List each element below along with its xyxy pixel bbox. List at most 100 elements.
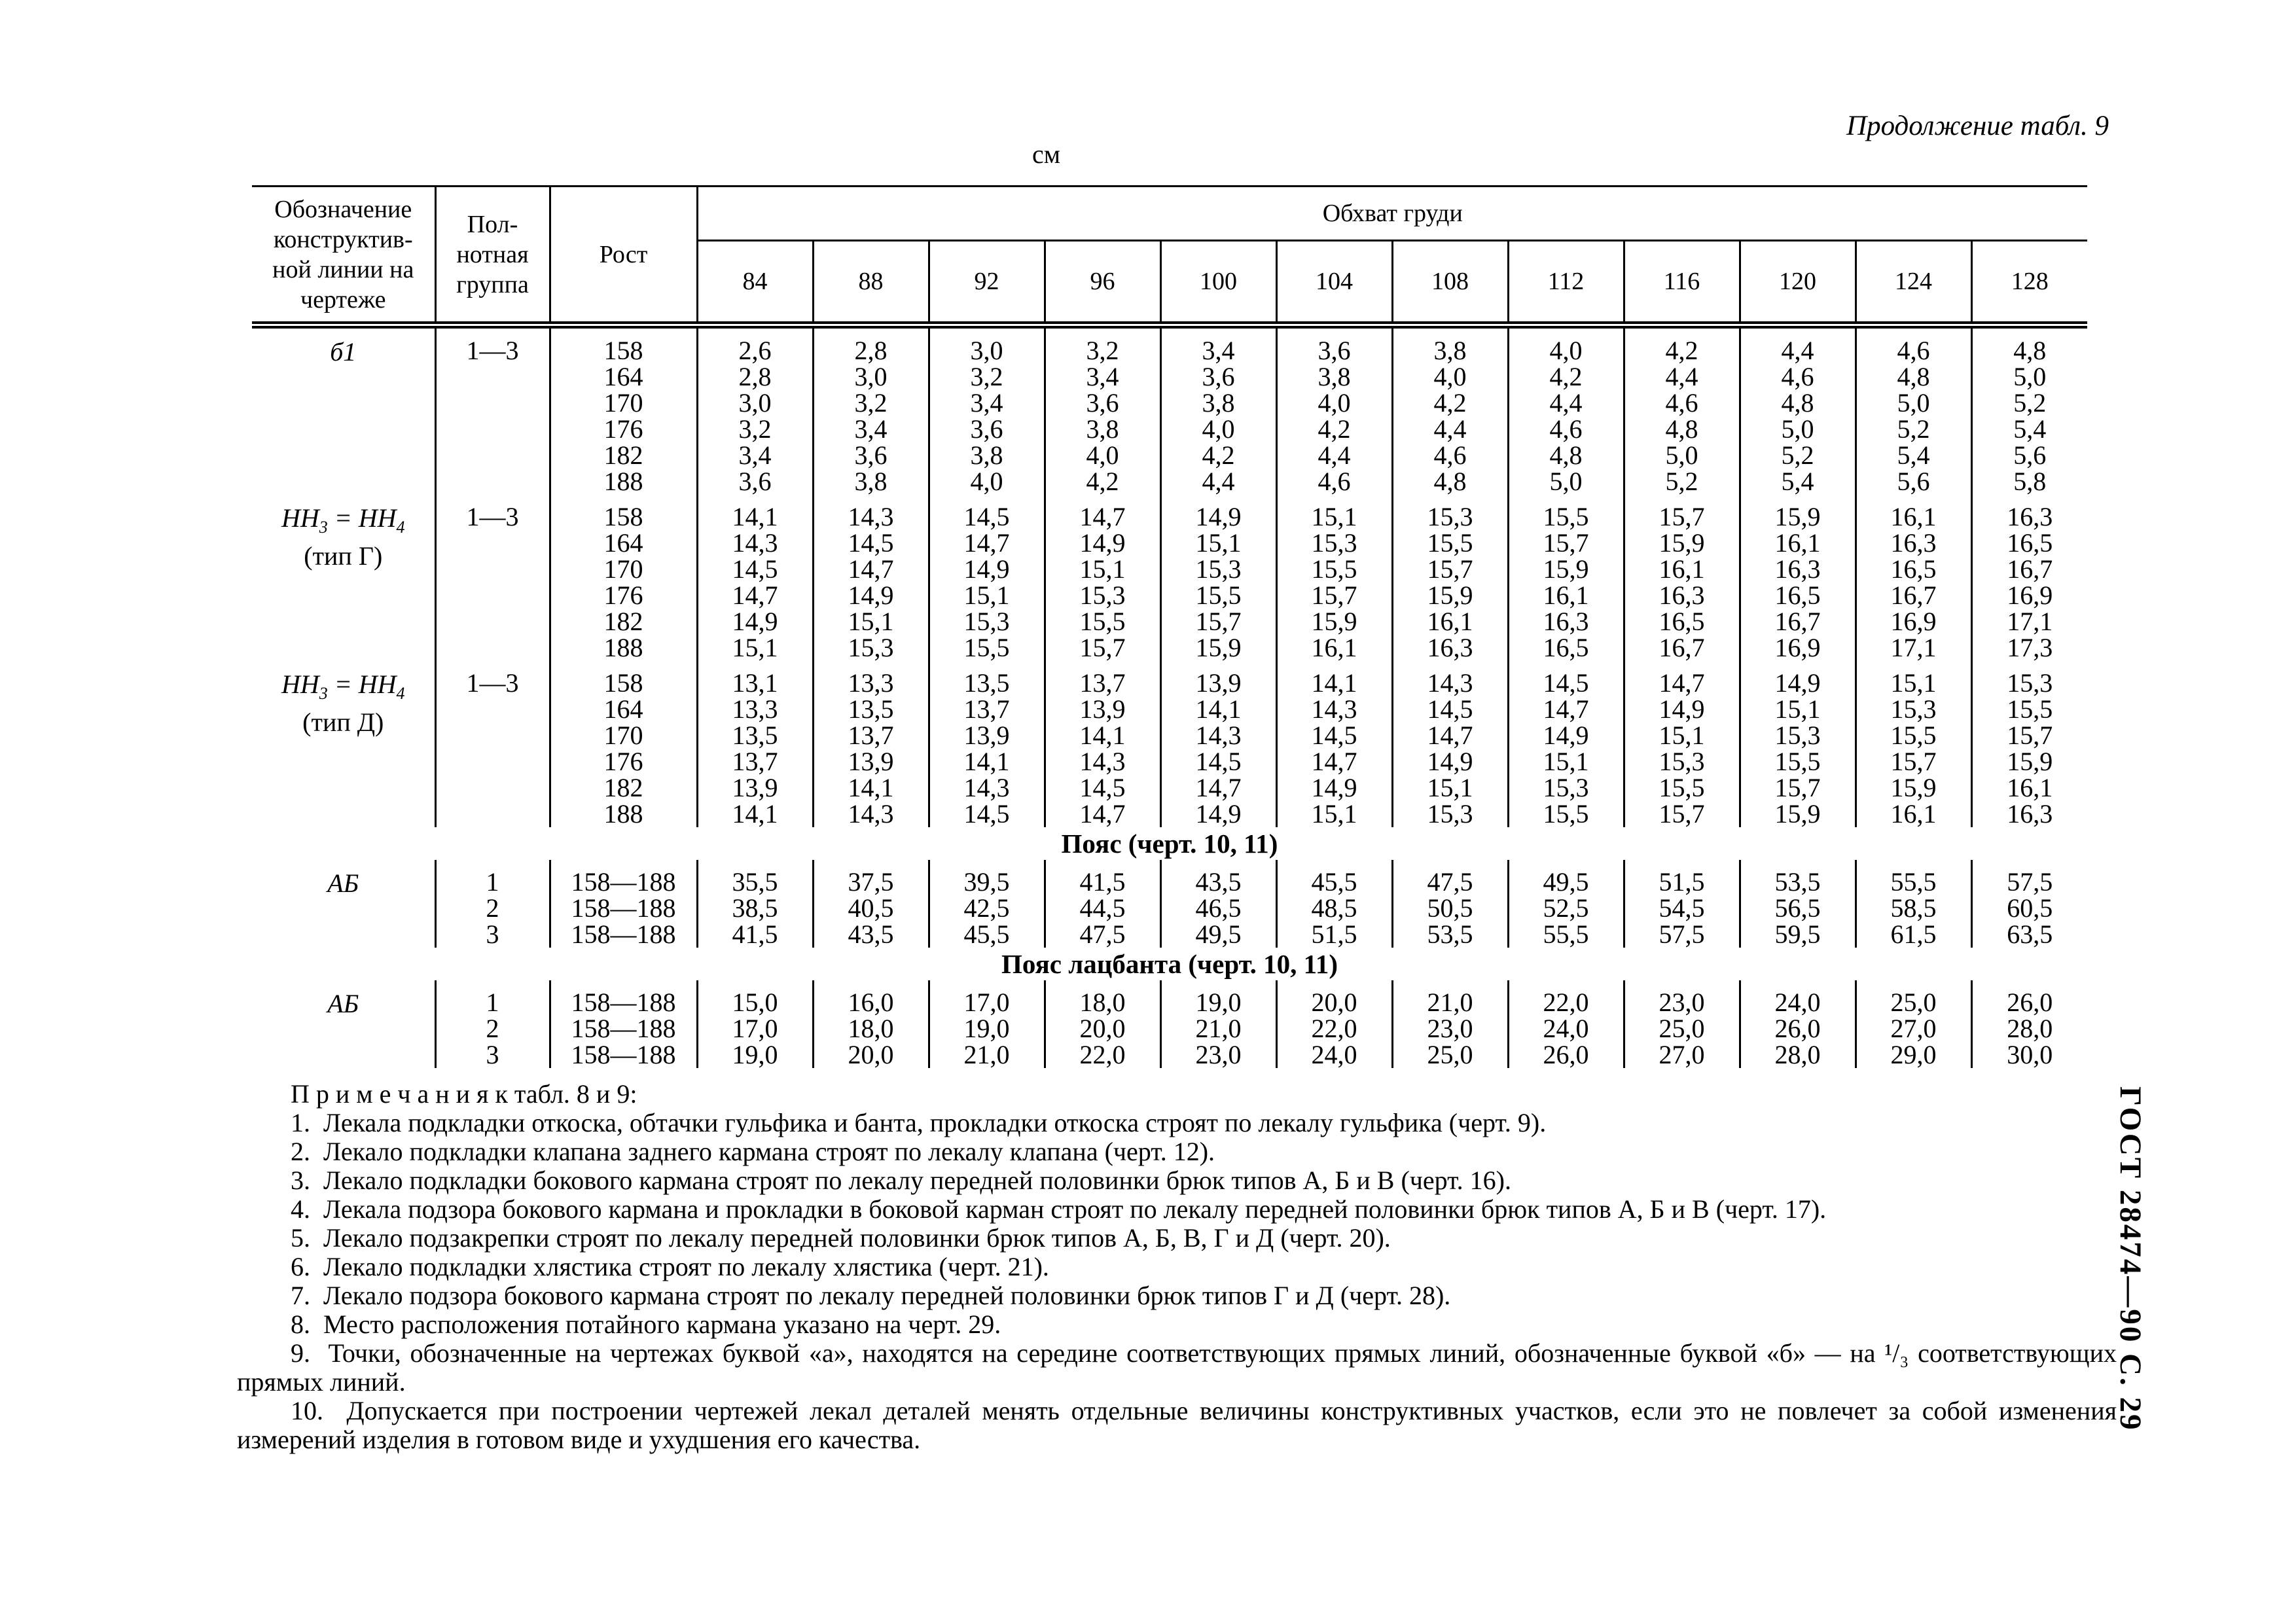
value-cell: 14,9	[1392, 749, 1509, 775]
value-cell: 15,3	[1508, 775, 1625, 801]
value-cell: 13,7	[697, 749, 814, 775]
value-cell: 14,1	[697, 801, 814, 827]
header-designation-line: чертеже	[300, 285, 386, 313]
value-cell: 4,6	[1856, 325, 1973, 364]
value-cell: 63,5	[2007, 919, 2053, 949]
value-cell: 21,0	[1392, 980, 1509, 1016]
value-cell: 5,0	[2013, 362, 2047, 391]
designation-cell: НН3 = НН4 (тип Г)	[252, 495, 437, 661]
value-cell: 4,2	[1624, 325, 1741, 364]
value-cell: 14,9	[1508, 722, 1625, 749]
value-cell: 16,7	[1624, 635, 1741, 661]
value-cell: 14,9	[929, 556, 1046, 582]
value-cell: 14,7	[1392, 722, 1509, 749]
value-cell: 38,5	[697, 895, 814, 921]
value-cell: 43,5	[1160, 860, 1278, 895]
value-cell: 14,5	[1160, 749, 1278, 775]
value-cell: 3,0	[813, 364, 930, 390]
rost-cell: 176	[550, 416, 698, 442]
value-cell: 4,4	[1624, 364, 1741, 390]
group-cell: 2	[435, 1016, 551, 1042]
note-item: 4. Лекала подзора бокового кармана и про…	[291, 1194, 1827, 1224]
table-row: б1 1—3 158 2,6 2,8 3,0 3,2 3,4 3,6 3,8 4,0 4,2 4,4 4,…	[252, 325, 2087, 495]
value-cell: 13,5	[813, 696, 930, 722]
value-cell: 5,0	[1508, 469, 1625, 495]
header-row: Обозначение конструктив-ной линии на черте…	[252, 186, 2087, 329]
rost-cell: 182	[550, 609, 698, 635]
value-cell: 15,7	[1045, 635, 1162, 661]
value-cell: 16,7	[2007, 554, 2053, 584]
value-cell: 5,2	[1856, 416, 1973, 442]
header-group-line: Пол-	[467, 210, 518, 238]
value-cell: 15,3	[1045, 582, 1162, 609]
group-cell: 1	[435, 980, 551, 1016]
table-row: АБ 1 158—188 35,5 37,5 39,5 41,5 43,5 45,5 47,5 49…	[252, 860, 2087, 948]
note-item: 7. Лекало подзора бокового кармана строя…	[291, 1281, 1451, 1310]
designation-text: АБ	[327, 868, 359, 898]
value-cell: 14,1	[813, 775, 930, 801]
value-cell: 14,7	[697, 582, 814, 609]
section-title: Пояс лацбанта (черт. 10, 11)	[1001, 949, 1338, 979]
value-cell: 16,1	[1276, 635, 1393, 661]
value-cell: 14,9	[1740, 661, 1857, 696]
value-cell: 15,1	[697, 635, 814, 661]
value-cell: 16,7	[1740, 609, 1857, 635]
value-cell: 15,5	[1392, 530, 1509, 556]
value-cell: 19,0	[1160, 980, 1278, 1016]
value-cell: 23,0	[1624, 980, 1741, 1016]
table-continuation-label: Продолжение табл. 9	[1846, 111, 2109, 141]
value-cell: 3,4	[813, 416, 930, 442]
note-item: 1. Лекала подкладки откоска, обтачки гул…	[291, 1108, 1547, 1137]
value-cell: 15,9	[2007, 747, 2053, 776]
note-item: 10. Допускается при построении чертежей …	[237, 1396, 2117, 1454]
value-cell: 4,2	[1392, 390, 1509, 416]
value-cell: 16,3	[1624, 582, 1741, 609]
designation-text: (тип Д)	[302, 707, 384, 737]
designation-line: (тип Д)	[252, 708, 435, 737]
header-group: Пол-нотная группа	[435, 186, 551, 329]
value-cell: 17,3	[2007, 633, 2053, 662]
value-cell: 14,5	[1508, 661, 1625, 696]
header-size-120: 120	[1740, 240, 1857, 329]
value-cell: 16,1	[1392, 609, 1509, 635]
value-cell: 15,7	[1856, 749, 1973, 775]
value-cell: 16,1	[1856, 495, 1973, 530]
value-cell: 20,0	[1045, 1016, 1162, 1042]
value-cell: 14,3	[1160, 722, 1278, 749]
rost-cell: 158—188	[550, 860, 698, 895]
rost-cell: 188	[550, 469, 698, 495]
designation-text: АБ	[327, 989, 359, 1018]
value-cell: 15,9	[1856, 775, 1973, 801]
header-chest: Обхват груди	[697, 186, 2087, 241]
value-cell: 13,9	[1045, 696, 1162, 722]
value-cell: 13,7	[1045, 661, 1162, 696]
value-cell: 4,2	[1276, 416, 1393, 442]
value-cell: 15,5	[1624, 775, 1741, 801]
value-cell: 17,1	[2007, 607, 2053, 636]
value-cell: 42,5	[929, 895, 1046, 921]
notes-heading: П р и м е ч а н и я к табл. 8 и 9:	[237, 1080, 2117, 1109]
group-cell: 1	[435, 860, 551, 895]
value-cell: 55,5	[1508, 921, 1625, 948]
value-cell: 44,5	[1045, 895, 1162, 921]
note-item: 9. Точки, обозначенные на чертежах букво…	[237, 1338, 2117, 1397]
value-cell: 22,0	[1045, 1042, 1162, 1068]
value-cell: 3,6	[813, 442, 930, 469]
header-size-100: 100	[1160, 240, 1278, 329]
value-cell: 3,8	[813, 469, 930, 495]
value-cell: 14,9	[1276, 775, 1393, 801]
group-cell: 1—3	[435, 325, 551, 495]
value-cell: 3,2	[1045, 325, 1162, 364]
value-cell: 15,3	[1624, 749, 1741, 775]
header-designation: Обозначение конструктив-ной линии на черте…	[252, 186, 437, 329]
value-cell: 57,5	[1624, 921, 1741, 948]
table-row: 2 158—188 38,5 40,5 42,5 44,5 46,5 48,5 50,5 52,5…	[252, 895, 2087, 921]
value-cell: 46,5	[1160, 895, 1278, 921]
value-cell: 26,0	[1740, 1016, 1857, 1042]
value-cell: 14,7	[1045, 801, 1162, 827]
value-cell: 20,0	[813, 1042, 930, 1068]
value-cell: 51,5	[1624, 860, 1741, 895]
value-cell: 4,2	[1045, 469, 1162, 495]
value-cell: 61,5	[1856, 921, 1973, 948]
